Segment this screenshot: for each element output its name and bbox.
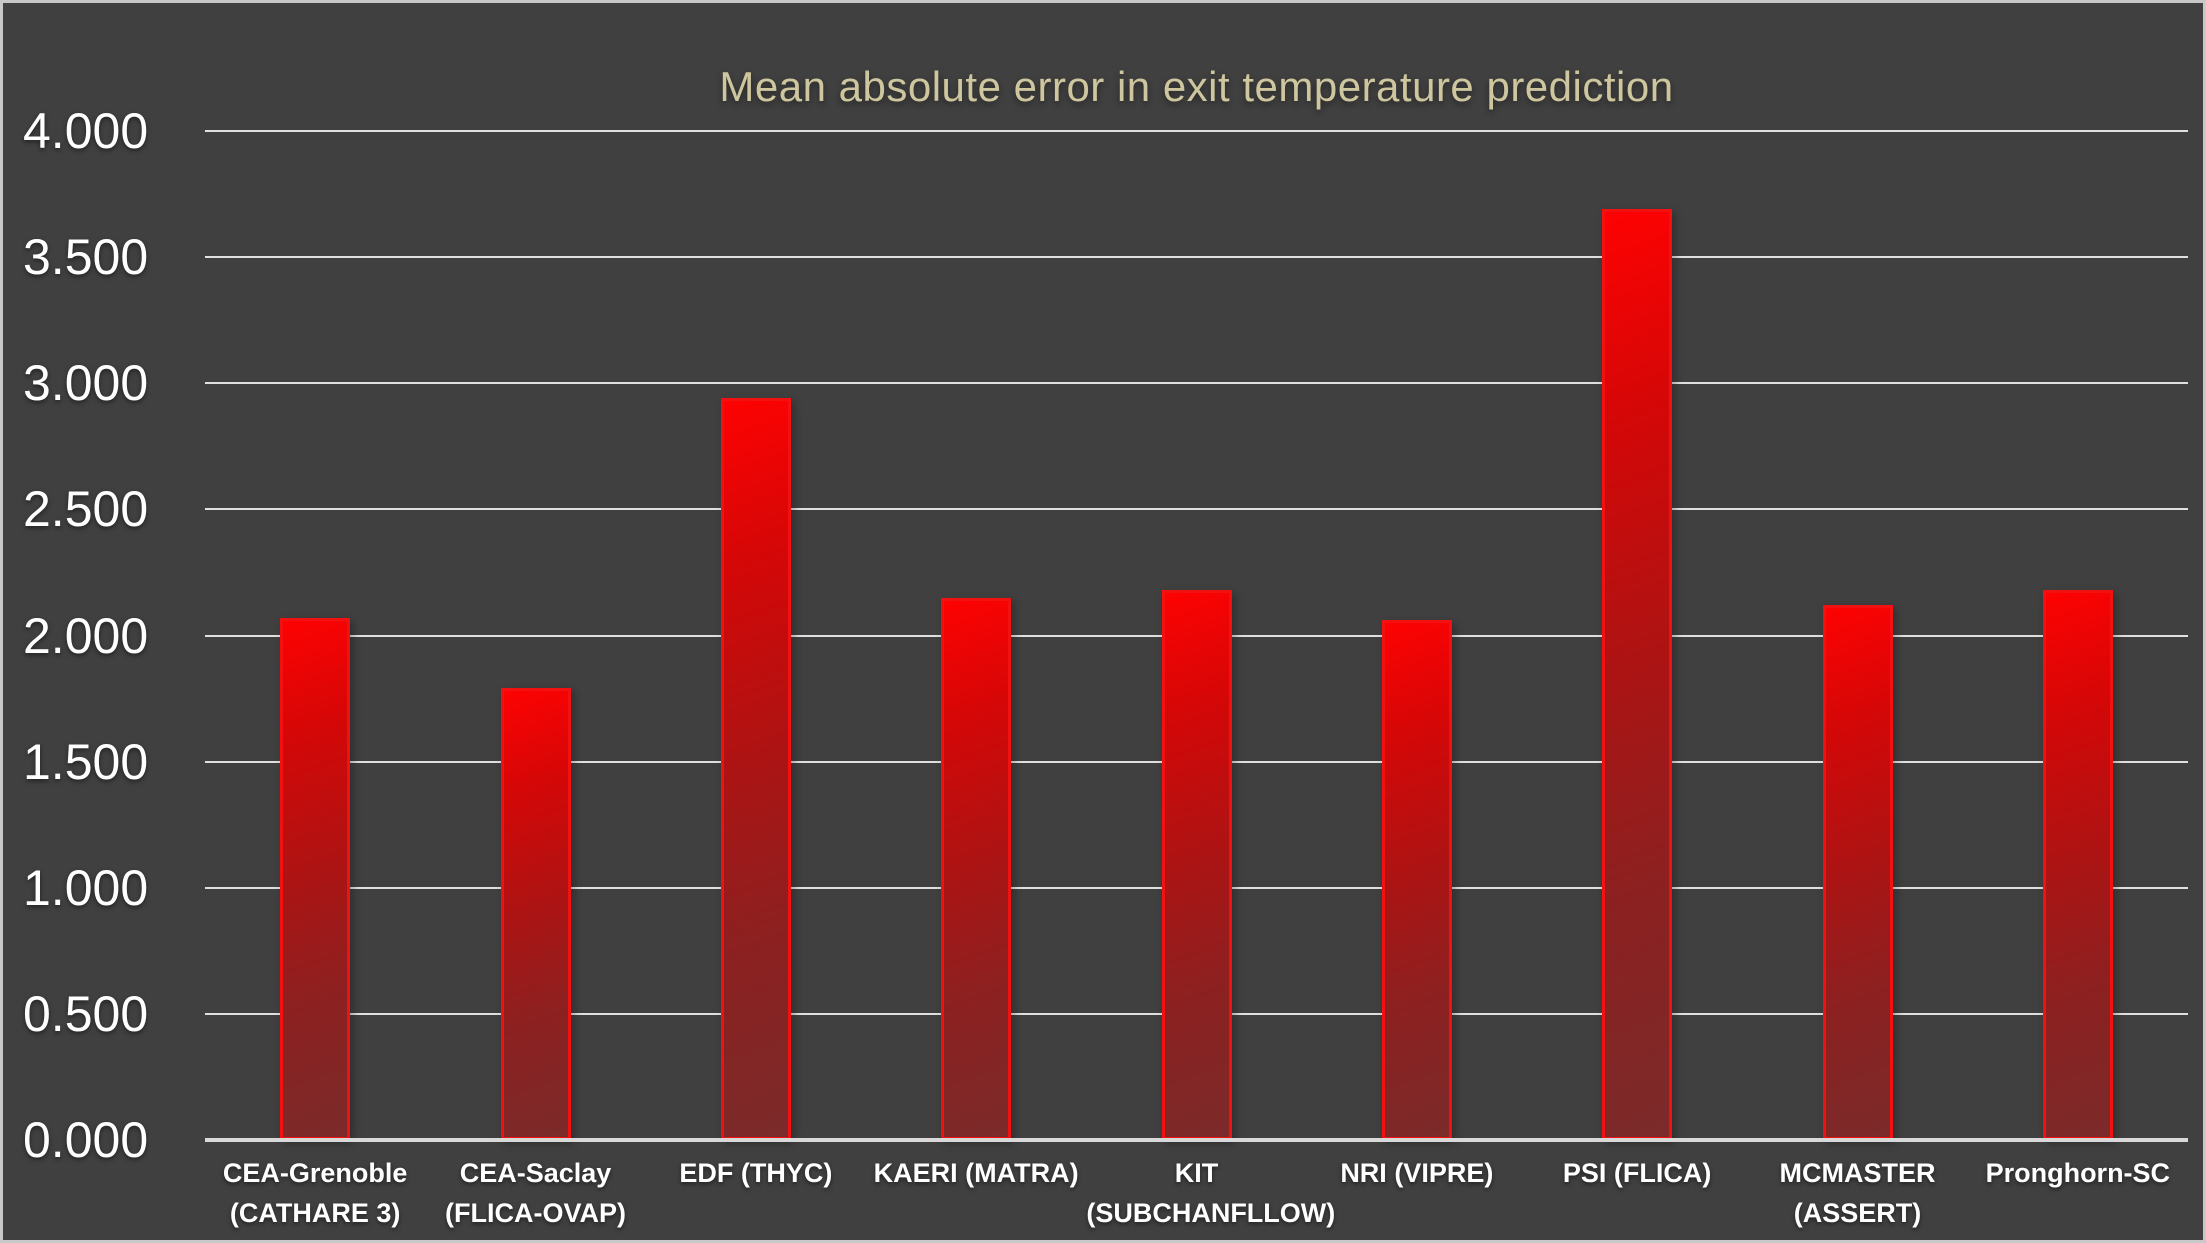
- bar: [1381, 620, 1452, 1140]
- x-category-label: CEA-Grenoble (CATHARE 3): [222, 1158, 408, 1228]
- x-category-label: PSI (FLICA): [1562, 1158, 1712, 1188]
- y-tick-label: 0.000: [23, 1112, 149, 1168]
- y-tick-label: 3.500: [23, 229, 149, 286]
- x-category-label: EDF (THYC): [679, 1158, 833, 1188]
- gridline: [205, 130, 2188, 132]
- bar: [280, 617, 351, 1140]
- bar: [1161, 590, 1232, 1140]
- y-tick-label: 1.000: [23, 859, 149, 916]
- y-tick-label: 1.500: [23, 733, 149, 790]
- plot-area: [205, 130, 2188, 1142]
- y-tick-label: 2.000: [23, 607, 149, 664]
- bar: [500, 688, 571, 1140]
- x-category-label: Pronghorn-SC: [1985, 1158, 2171, 1188]
- x-axis-labels: CEA-Grenoble (CATHARE 3) CEA-Saclay (FLIC…: [205, 1153, 2188, 1240]
- chart-title: Mean absolute error in exit temperature …: [719, 63, 1674, 110]
- x-category-label: CEA-Saclay (FLICA-OVAP): [445, 1158, 626, 1228]
- bar: [941, 597, 1012, 1140]
- y-tick-label: 3.000: [23, 355, 149, 412]
- bar: [1602, 209, 1673, 1140]
- y-tick-label: 0.500: [23, 985, 149, 1042]
- x-category-label: MCMASTER (ASSERT): [1779, 1158, 1936, 1228]
- x-axis-line: [205, 1138, 2188, 1142]
- x-category-label: NRI (VIPRE): [1340, 1158, 1494, 1188]
- gridline: [205, 382, 2188, 385]
- x-category-label: KAERI (MATRA): [873, 1158, 1079, 1188]
- bar: [2042, 590, 2113, 1140]
- bar: [720, 398, 791, 1140]
- gridline: [205, 256, 2188, 259]
- y-tick-label: 2.500: [23, 481, 149, 538]
- gridline: [205, 508, 2188, 511]
- x-category-label: KIT (SUBCHANFLLOW): [1086, 1158, 1336, 1228]
- bar: [1822, 605, 1893, 1140]
- y-tick-label: 4.000: [23, 103, 149, 159]
